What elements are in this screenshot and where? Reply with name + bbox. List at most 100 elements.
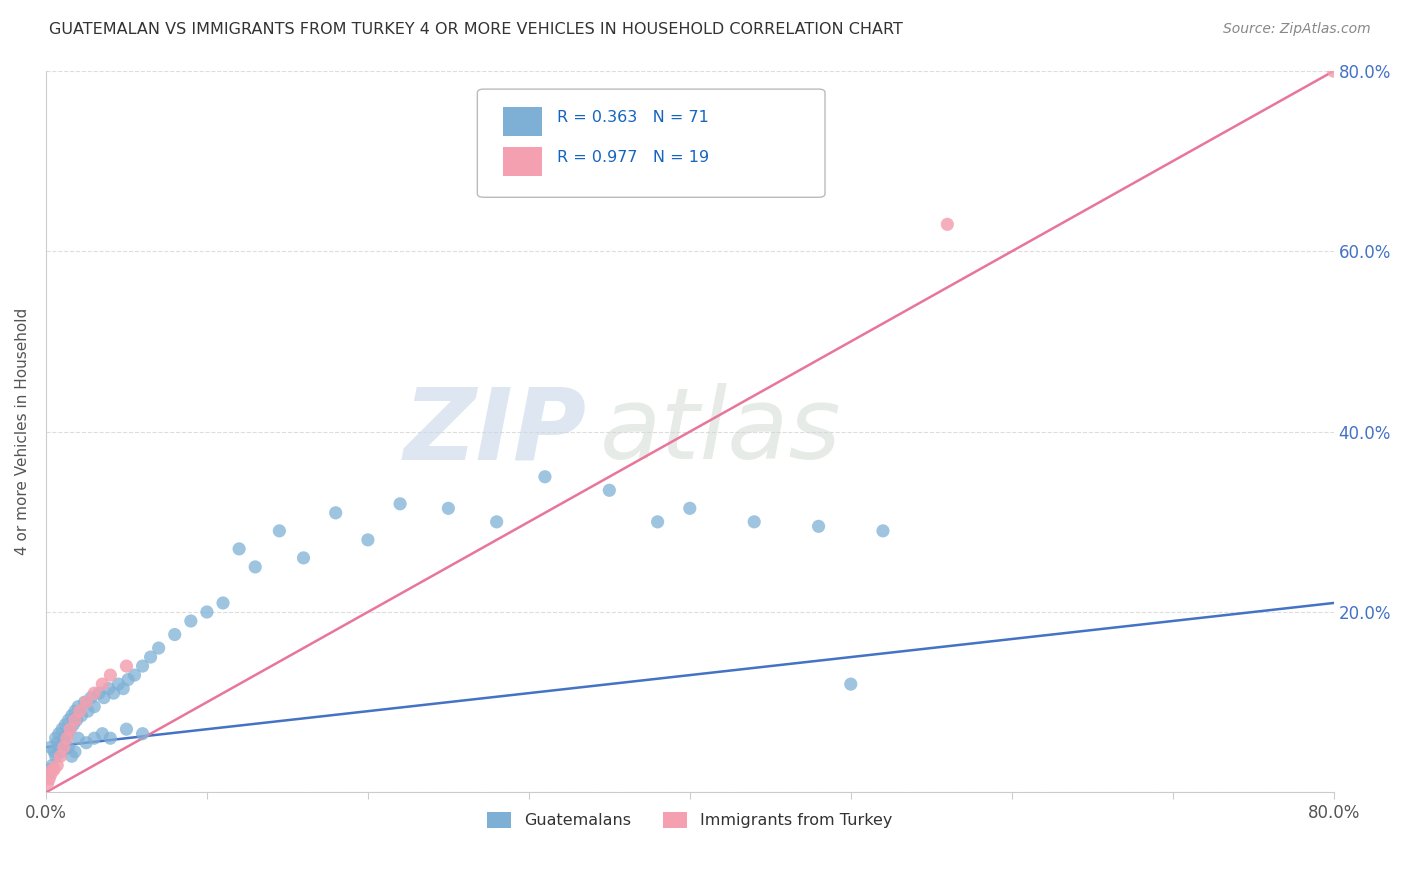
- Text: Source: ZipAtlas.com: Source: ZipAtlas.com: [1223, 22, 1371, 37]
- Point: [139, 650, 162, 665]
- Text: R = 0.363   N = 71: R = 0.363 N = 71: [557, 111, 709, 126]
- Point: [83, 686, 105, 700]
- Point: [742, 515, 765, 529]
- Point: [180, 614, 202, 628]
- Point: [325, 506, 347, 520]
- Point: [65, 713, 87, 727]
- Point: [91, 727, 114, 741]
- Point: [48, 727, 70, 741]
- Point: [58, 713, 80, 727]
- Point: [807, 519, 830, 533]
- Point: [87, 686, 110, 700]
- Point: [212, 596, 235, 610]
- Point: [76, 704, 98, 718]
- Point: [97, 681, 120, 696]
- Point: [357, 533, 380, 547]
- Point: [51, 745, 73, 759]
- Point: [59, 722, 82, 736]
- Legend: Guatemalans, Immigrants from Turkey: Guatemalans, Immigrants from Turkey: [481, 805, 898, 835]
- Point: [58, 740, 80, 755]
- Point: [42, 745, 65, 759]
- Point: [51, 722, 73, 736]
- Point: [38, 763, 60, 777]
- Point: [228, 541, 250, 556]
- Point: [59, 722, 82, 736]
- Y-axis label: 4 or more Vehicles in Household: 4 or more Vehicles in Household: [15, 308, 30, 556]
- Point: [39, 740, 62, 755]
- Point: [67, 699, 90, 714]
- Point: [91, 677, 114, 691]
- Text: R = 0.977   N = 19: R = 0.977 N = 19: [557, 150, 709, 165]
- Point: [45, 731, 67, 746]
- Point: [389, 497, 412, 511]
- Point: [60, 749, 83, 764]
- Point: [98, 731, 121, 746]
- Point: [437, 501, 460, 516]
- Point: [292, 550, 315, 565]
- Point: [46, 736, 69, 750]
- Point: [112, 681, 135, 696]
- Point: [41, 763, 63, 777]
- Point: [39, 767, 62, 781]
- Point: [49, 749, 72, 764]
- Point: [839, 677, 862, 691]
- Point: [63, 704, 86, 718]
- Point: [124, 668, 146, 682]
- Text: atlas: atlas: [600, 384, 841, 480]
- Point: [63, 713, 86, 727]
- Text: ZIP: ZIP: [404, 384, 586, 480]
- Point: [45, 749, 67, 764]
- Point: [107, 677, 129, 691]
- Point: [148, 641, 170, 656]
- Point: [52, 740, 75, 755]
- Point: [598, 483, 620, 498]
- Point: [163, 627, 186, 641]
- Point: [534, 469, 557, 483]
- Point: [38, 772, 60, 786]
- Point: [67, 731, 90, 746]
- Bar: [503, 107, 541, 136]
- Point: [115, 722, 138, 736]
- Point: [42, 763, 65, 777]
- Point: [49, 740, 72, 755]
- FancyBboxPatch shape: [478, 89, 825, 197]
- Point: [679, 501, 702, 516]
- Point: [63, 745, 86, 759]
- Point: [98, 668, 121, 682]
- Point: [52, 731, 75, 746]
- Point: [117, 673, 139, 687]
- Point: [245, 560, 267, 574]
- Point: [936, 217, 959, 231]
- Point: [37, 767, 59, 781]
- Point: [131, 727, 153, 741]
- Point: [56, 727, 79, 741]
- Point: [70, 708, 93, 723]
- Point: [46, 758, 69, 772]
- Point: [83, 699, 105, 714]
- Point: [48, 740, 70, 755]
- Point: [37, 776, 59, 790]
- Point: [53, 717, 76, 731]
- Point: [1323, 64, 1346, 78]
- Point: [41, 758, 63, 772]
- Point: [115, 659, 138, 673]
- Point: [69, 704, 91, 718]
- Point: [53, 736, 76, 750]
- Point: [647, 515, 669, 529]
- Point: [103, 686, 125, 700]
- Point: [485, 515, 508, 529]
- Bar: [503, 147, 541, 176]
- Point: [93, 690, 115, 705]
- Point: [60, 708, 83, 723]
- Point: [75, 695, 97, 709]
- Point: [80, 690, 103, 705]
- Point: [131, 659, 153, 673]
- Point: [56, 731, 79, 746]
- Point: [83, 731, 105, 746]
- Point: [269, 524, 291, 538]
- Point: [872, 524, 894, 538]
- Point: [195, 605, 218, 619]
- Point: [73, 695, 96, 709]
- Text: GUATEMALAN VS IMMIGRANTS FROM TURKEY 4 OR MORE VEHICLES IN HOUSEHOLD CORRELATION: GUATEMALAN VS IMMIGRANTS FROM TURKEY 4 O…: [49, 22, 903, 37]
- Point: [75, 736, 97, 750]
